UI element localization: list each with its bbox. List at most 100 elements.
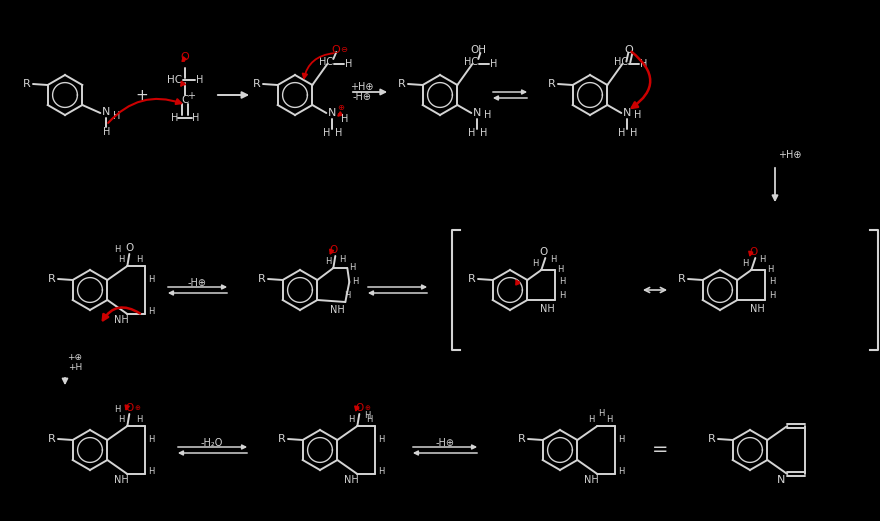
Text: H: H	[769, 291, 775, 300]
Text: H: H	[118, 255, 124, 265]
Text: R: R	[548, 79, 556, 89]
Text: H: H	[103, 127, 110, 137]
Text: R: R	[678, 274, 686, 284]
Text: HC: HC	[614, 57, 628, 67]
Text: O: O	[624, 45, 633, 55]
Text: H: H	[113, 111, 120, 121]
Text: H: H	[193, 113, 200, 123]
Text: +: +	[136, 88, 149, 103]
Text: +H: +H	[68, 363, 82, 371]
Text: N: N	[777, 475, 786, 485]
Text: +: +	[187, 91, 195, 101]
Text: NH: NH	[114, 475, 128, 485]
Text: HC: HC	[167, 75, 182, 85]
Text: H: H	[618, 436, 625, 444]
Text: H: H	[172, 113, 179, 123]
Text: R: R	[48, 274, 55, 284]
Text: R: R	[23, 79, 31, 89]
Text: +H⊕: +H⊕	[350, 82, 374, 92]
Text: O: O	[125, 403, 134, 413]
Text: -H⊕: -H⊕	[353, 92, 371, 102]
Text: H: H	[629, 128, 637, 138]
Text: =: =	[652, 440, 668, 460]
Text: O: O	[329, 245, 337, 255]
Text: H: H	[588, 416, 595, 425]
Text: H: H	[742, 259, 749, 268]
Text: HC: HC	[319, 57, 334, 67]
Text: H: H	[606, 416, 612, 425]
Text: C: C	[181, 95, 188, 105]
Text: H: H	[118, 416, 124, 425]
Text: H: H	[634, 110, 641, 120]
Text: O: O	[331, 45, 340, 55]
Text: N: N	[623, 108, 632, 118]
Text: H: H	[618, 128, 625, 138]
Text: -H⊕: -H⊕	[187, 278, 207, 288]
Text: ⊖: ⊖	[340, 45, 347, 55]
Text: H: H	[148, 436, 155, 444]
Text: R: R	[48, 434, 55, 444]
Text: NH: NH	[114, 315, 128, 325]
Text: H: H	[364, 412, 370, 420]
Text: -H⊕: -H⊕	[436, 438, 454, 448]
Text: NH: NH	[344, 475, 359, 485]
Text: H: H	[489, 59, 497, 69]
Text: H: H	[341, 114, 348, 124]
Text: H: H	[345, 59, 352, 69]
Text: O: O	[356, 403, 363, 413]
Text: H: H	[759, 255, 766, 265]
Text: ⊕: ⊕	[337, 104, 344, 113]
Text: HC: HC	[465, 57, 479, 67]
Text: -H₂O: -H₂O	[201, 438, 224, 448]
Text: H: H	[484, 110, 491, 120]
Text: H: H	[323, 128, 330, 138]
Text: +H⊕: +H⊕	[778, 150, 802, 160]
Text: O: O	[749, 247, 758, 257]
Text: H: H	[557, 266, 563, 275]
Text: H: H	[378, 467, 385, 477]
Text: H: H	[114, 405, 121, 415]
Text: H: H	[559, 291, 566, 300]
Text: NH: NH	[540, 304, 554, 314]
Text: H: H	[366, 416, 372, 425]
Text: H: H	[148, 467, 155, 477]
Text: H: H	[196, 75, 203, 85]
Text: H: H	[148, 307, 155, 316]
Text: H: H	[136, 416, 143, 425]
Text: N: N	[102, 107, 111, 117]
Text: H: H	[467, 128, 475, 138]
Text: H: H	[559, 278, 566, 287]
Text: H: H	[339, 255, 346, 265]
Text: H: H	[114, 245, 121, 254]
Text: OH: OH	[470, 45, 487, 55]
Text: H: H	[769, 278, 775, 287]
Text: NH: NH	[330, 305, 345, 315]
Text: H: H	[767, 266, 774, 275]
Text: R: R	[468, 274, 476, 284]
Text: R: R	[253, 79, 260, 89]
Text: NH: NH	[750, 304, 765, 314]
Text: H: H	[148, 276, 155, 284]
Text: H: H	[344, 291, 350, 300]
Text: H: H	[378, 436, 385, 444]
Text: H: H	[352, 278, 358, 287]
Text: N: N	[473, 108, 481, 118]
Text: H: H	[598, 410, 605, 418]
Text: H: H	[550, 255, 556, 265]
Text: N: N	[328, 108, 336, 118]
Text: H: H	[325, 257, 332, 267]
Text: H: H	[532, 259, 539, 268]
Text: H: H	[480, 128, 487, 138]
Text: ⊕: ⊕	[135, 405, 140, 411]
Text: +⊕: +⊕	[68, 354, 83, 363]
Text: O: O	[180, 52, 189, 62]
Text: R: R	[258, 274, 266, 284]
Text: O: O	[125, 243, 134, 253]
Text: R: R	[708, 434, 715, 444]
Text: ⊕: ⊕	[364, 405, 370, 411]
Text: H: H	[348, 416, 355, 425]
Text: H: H	[334, 128, 342, 138]
Text: H: H	[349, 264, 356, 272]
Text: O: O	[539, 247, 547, 257]
Text: R: R	[518, 434, 526, 444]
